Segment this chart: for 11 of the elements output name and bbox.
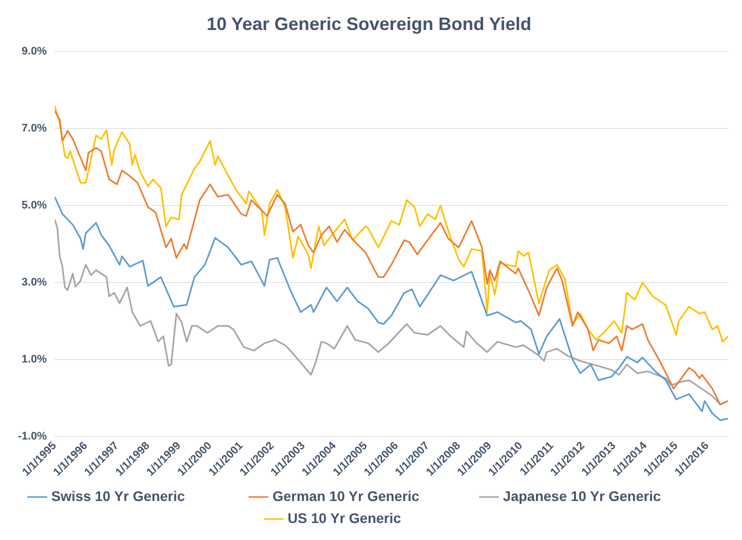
y-tick-label: -1.0% [18, 430, 47, 442]
legend-label: Swiss 10 Yr Generic [51, 488, 244, 504]
legend-label: Japanese 10 Yr Generic [503, 488, 708, 504]
legend-label: German 10 Yr Generic [272, 488, 474, 504]
y-tick-label: 5.0% [22, 200, 47, 212]
legend-label: US 10 Yr Generic [288, 510, 472, 526]
y-tick-label: 3.0% [22, 276, 47, 289]
y-tick-label: 1.0% [22, 353, 47, 366]
chart-title: 10 Year Generic Sovereign Bond Yield [206, 14, 532, 34]
y-tick-label: 7.0% [22, 122, 47, 135]
y-tick-label: 9.0% [22, 46, 47, 58]
